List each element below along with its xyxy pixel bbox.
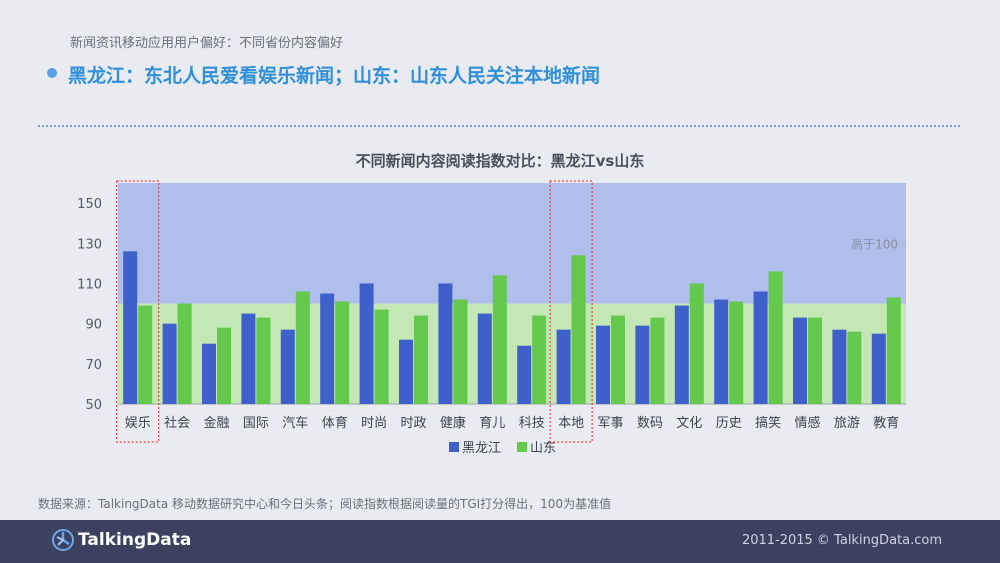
x-tick-label: 金融 [203, 415, 229, 431]
legend-label-shandong: 山东 [530, 441, 556, 456]
bar-shandong-14 [689, 283, 704, 404]
legend-swatch-shandong [517, 442, 527, 452]
bar-shandong-18 [847, 331, 862, 404]
bar-heilongjiang-9 [477, 313, 492, 404]
y-tick-label: 50 [85, 398, 102, 413]
x-tick-label: 本地 [558, 416, 584, 431]
bar-shandong-19 [886, 297, 901, 404]
legend-label-heilongjiang: 黑龙江 [462, 441, 501, 456]
y-tick-label: 150 [77, 197, 102, 212]
bar-heilongjiang-1 [162, 323, 177, 404]
x-tick-label: 搞笑 [755, 415, 781, 431]
data-source-note: 数据来源：TalkingData 移动数据研究中心和今日头条；阅读指数根据阅读量… [38, 497, 612, 511]
below-baseline-band [118, 303, 906, 404]
headline-bullet-icon [47, 68, 57, 78]
x-tick-label: 娱乐 [125, 416, 151, 431]
copyright: 2011-2015 © TalkingData.com [741, 533, 942, 548]
highlight-box-本地 [549, 180, 593, 443]
bar-shandong-17 [808, 317, 822, 404]
y-tick-label: 90 [85, 318, 102, 333]
bar-shandong-8 [453, 299, 468, 404]
bar-heilongjiang-14 [674, 305, 689, 404]
bar-shandong-9 [492, 275, 507, 404]
x-tick-label: 科技 [519, 416, 545, 431]
y-tick-label: 130 [77, 237, 102, 252]
x-tick-label: 社会 [164, 415, 190, 431]
bar-heilongjiang-12 [596, 325, 610, 404]
x-tick-label: 文化 [676, 416, 702, 431]
logo-icon [52, 529, 74, 551]
x-tick-label: 数码 [637, 416, 663, 431]
bar-heilongjiang-5 [320, 293, 335, 404]
above-baseline-band [118, 183, 906, 304]
bar-shandong-15 [729, 301, 744, 404]
x-tick-label: 汽车 [282, 415, 308, 431]
x-tick-label: 时尚 [361, 416, 387, 431]
talkingdata-logo: TalkingData [52, 529, 191, 551]
bar-heilongjiang-8 [438, 283, 453, 404]
y-tick-label: 70 [85, 358, 102, 373]
x-tick-label: 旅游 [834, 416, 860, 431]
bar-heilongjiang-6 [359, 283, 374, 404]
bar-shandong-4 [295, 291, 310, 404]
bar-shandong-7 [414, 315, 428, 404]
bar-heilongjiang-18 [832, 329, 847, 404]
x-tick-label: 国际 [243, 416, 269, 431]
highlight-box-娱乐 [116, 180, 160, 443]
x-tick-label: 教育 [873, 415, 899, 431]
x-tick-label: 军事 [597, 416, 623, 431]
bar-shandong-13 [650, 317, 665, 404]
bar-shandong-1 [177, 303, 192, 404]
bar-heilongjiang-17 [793, 317, 807, 404]
page-subtitle: 新闻资讯移动应用用户偏好：不同省份内容偏好 [70, 36, 344, 51]
logo-text: TalkingData [78, 530, 192, 550]
x-tick-label: 情感 [794, 415, 820, 431]
bar-shandong-2 [217, 327, 231, 404]
divider [38, 125, 960, 127]
band-label: 高于100 [851, 236, 898, 251]
bar-heilongjiang-11 [556, 329, 571, 404]
bar-heilongjiang-10 [517, 345, 532, 404]
page-headline: 黑龙江：东北人民爱看娱乐新闻；山东：山东人民关注本地新闻 [68, 65, 601, 87]
bar-heilongjiang-13 [635, 325, 650, 404]
bar-heilongjiang-15 [714, 299, 729, 404]
bar-heilongjiang-4 [280, 329, 295, 404]
y-tick-label: 110 [77, 277, 102, 292]
legend-swatch-heilongjiang [449, 442, 459, 452]
bar-shandong-5 [335, 301, 350, 404]
bar-shandong-3 [256, 317, 271, 404]
bar-heilongjiang-7 [399, 339, 413, 404]
x-tick-label: 历史 [716, 416, 742, 431]
bar-shandong-12 [611, 315, 625, 404]
x-tick-label: 健康 [440, 415, 466, 431]
x-tick-label: 体育 [322, 415, 348, 431]
bar-shandong-16 [768, 271, 783, 404]
chart-title: 不同新闻内容阅读指数对比：黑龙江vs山东 [355, 152, 645, 170]
x-tick-label: 时政 [400, 416, 426, 431]
bar-chart: 高于100 50 70 90 110 130 150 娱乐 社会 金融 国际 汽车 体育 时尚 时政 健康 育儿… [77, 180, 906, 456]
bar-heilongjiang-19 [871, 333, 886, 404]
bar-shandong-11 [571, 255, 586, 404]
footer-bar: TalkingData 2011-2015 © TalkingData.com [0, 520, 1000, 563]
bar-heilongjiang-16 [753, 291, 768, 404]
bar-shandong-0 [138, 305, 153, 404]
x-tick-label: 育儿 [479, 415, 505, 431]
bar-shandong-10 [532, 315, 547, 404]
bar-heilongjiang-2 [202, 343, 216, 404]
bar-heilongjiang-0 [123, 251, 138, 404]
bar-heilongjiang-3 [241, 313, 256, 404]
bar-shandong-6 [374, 309, 389, 404]
